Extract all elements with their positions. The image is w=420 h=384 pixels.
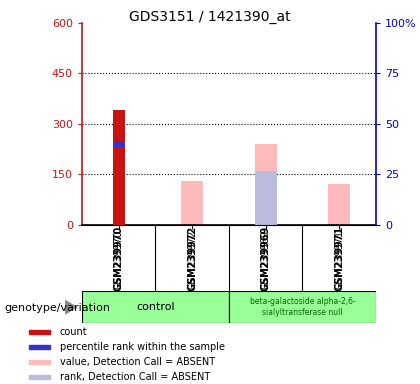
FancyBboxPatch shape (229, 291, 376, 323)
Text: control: control (136, 302, 175, 312)
Polygon shape (65, 300, 78, 315)
Text: count: count (60, 327, 87, 337)
Bar (255, 171, 277, 225)
Bar (255, 144, 277, 225)
Text: beta-galactoside alpha-2,6-
sialyltransferase null: beta-galactoside alpha-2,6- sialyltransf… (249, 297, 355, 316)
Text: GSM239972: GSM239972 (187, 226, 197, 291)
Text: genotype/variation: genotype/variation (4, 303, 110, 313)
Bar (29, 375, 50, 379)
Text: rank, Detection Call = ABSENT: rank, Detection Call = ABSENT (60, 372, 210, 382)
Bar (181, 181, 203, 225)
Text: GDS3151 / 1421390_at: GDS3151 / 1421390_at (129, 10, 291, 23)
Bar (113, 111, 125, 225)
Text: GSM239969: GSM239969 (261, 226, 270, 291)
Text: GSM239971: GSM239971 (334, 226, 344, 291)
Text: percentile rank within the sample: percentile rank within the sample (60, 342, 225, 352)
Bar (29, 345, 50, 349)
Text: GSM239970: GSM239970 (114, 226, 123, 291)
FancyBboxPatch shape (82, 291, 229, 323)
Bar (328, 184, 350, 225)
Bar (29, 329, 50, 334)
Text: value, Detection Call = ABSENT: value, Detection Call = ABSENT (60, 357, 215, 367)
Bar (29, 360, 50, 364)
Bar (113, 141, 125, 147)
